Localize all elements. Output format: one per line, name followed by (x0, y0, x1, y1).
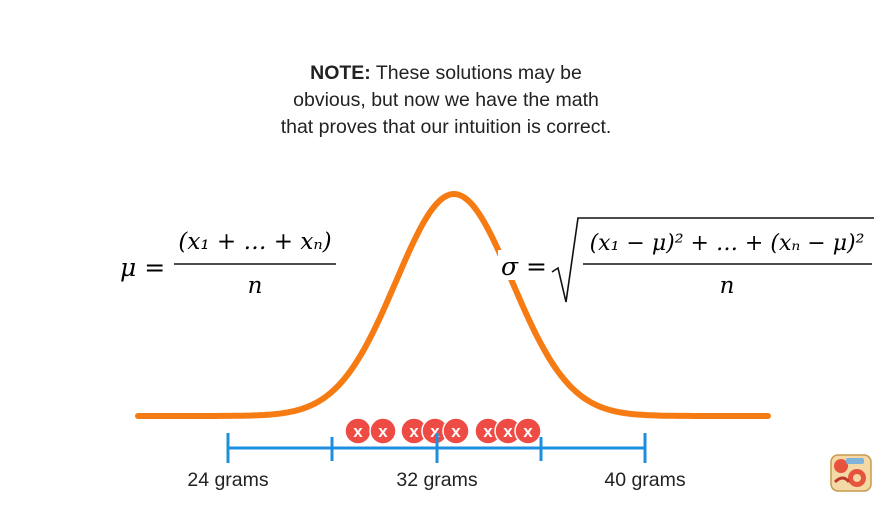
mean-formula: μ = (x₁ + … + xₙ) n (120, 229, 336, 299)
sd-formula-lhs: σ = (501, 252, 547, 281)
note-text: NOTE: These solutions may be obvious, bu… (222, 60, 670, 141)
tick-label-24: 24 grams (187, 469, 269, 491)
mean-formula-numerator: (x₁ + … + xₙ) (178, 229, 331, 255)
sd-formula-numerator: (x₁ − μ)² + … + (xₙ − μ)² (590, 231, 865, 256)
data-point-marker: x (442, 417, 470, 445)
data-point-label: x (378, 422, 388, 441)
data-point-label: x (353, 422, 363, 441)
data-point-label: x (523, 422, 533, 441)
data-point-marker: x (369, 417, 397, 445)
note-bold-label: NOTE: (310, 62, 371, 84)
mean-formula-lhs: μ = (120, 253, 165, 282)
data-point-marker: x (514, 417, 542, 445)
tick-label-40: 40 grams (604, 469, 686, 491)
sd-formula-denominator: n (720, 273, 735, 299)
data-point-marker: x (400, 417, 428, 445)
data-point-label: x (430, 422, 440, 441)
tick-label-32: 32 grams (396, 469, 478, 491)
square-root-sign (551, 217, 874, 303)
data-point-label: x (503, 422, 513, 441)
sd-formula: σ = (x₁ − μ)² + … + (xₙ − μ)² n (498, 217, 874, 303)
data-point-label: x (451, 422, 461, 441)
data-point-label: x (483, 422, 493, 441)
sd-lhs-background (498, 250, 550, 280)
note-line-3: that proves that our intuition is correc… (280, 116, 612, 138)
mean-formula-denominator: n (248, 273, 263, 299)
note-line-1: These solutions may be (375, 62, 582, 84)
bell-curve (135, 190, 771, 419)
data-point-label: x (409, 422, 419, 441)
note-line-2: obvious, but now we have the math (293, 89, 599, 111)
logo-icon (830, 454, 872, 492)
axis-ticks (226, 433, 647, 463)
data-point-marker: x (344, 417, 372, 445)
